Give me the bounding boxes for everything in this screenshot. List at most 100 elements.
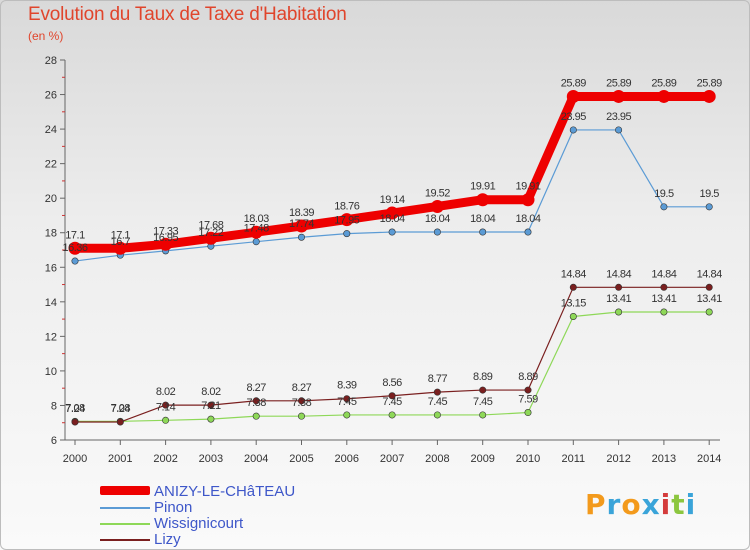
- x-tick-label: 2006: [335, 453, 359, 465]
- data-point: [657, 89, 671, 103]
- x-tick-label: 2011: [561, 453, 585, 465]
- logo-letter: r: [606, 488, 622, 521]
- data-label: 7.14: [156, 401, 176, 413]
- data-point: [705, 203, 713, 211]
- data-label: 8.27: [246, 382, 266, 394]
- data-point: [569, 283, 577, 291]
- data-label: 17.1: [111, 229, 131, 241]
- data-label: 18.03: [244, 213, 269, 225]
- data-point: [343, 411, 351, 419]
- data-label: 16.7: [111, 236, 131, 248]
- data-label: 19.14: [380, 194, 405, 206]
- data-point: [566, 89, 580, 103]
- y-tick-label: 6: [51, 435, 57, 447]
- x-tick-label: 2004: [244, 453, 268, 465]
- x-tick-label: 2013: [652, 453, 676, 465]
- data-label: 16.95: [153, 232, 178, 244]
- data-point: [71, 418, 79, 426]
- y-tick-label: 26: [45, 90, 57, 102]
- data-point: [162, 401, 170, 409]
- data-label: 7.59: [518, 394, 538, 406]
- legend-swatch-wissignicourt: [100, 523, 150, 525]
- data-label: 8.56: [382, 377, 402, 389]
- data-label: 19.52: [425, 187, 450, 199]
- data-label: 7.08: [65, 402, 85, 414]
- logo-letter: i: [660, 488, 672, 521]
- data-label: 17.95: [334, 215, 359, 227]
- data-point: [430, 199, 444, 213]
- data-point: [207, 401, 215, 409]
- data-point: [702, 89, 716, 103]
- data-point: [705, 283, 713, 291]
- y-tick-label: 12: [45, 331, 57, 343]
- data-point: [476, 193, 490, 207]
- proxiti-logo: Proxiti: [585, 488, 696, 521]
- data-label: 25.89: [561, 77, 586, 89]
- y-tick-label: 20: [45, 193, 57, 205]
- chart-subtitle: (en %): [28, 29, 64, 43]
- logo-letter: P: [585, 488, 607, 521]
- data-label: 8.77: [428, 373, 448, 385]
- data-label: 13.41: [697, 293, 722, 305]
- data-point: [524, 409, 532, 417]
- data-point: [388, 392, 396, 400]
- logo-letter: x: [641, 488, 661, 521]
- data-point: [297, 233, 305, 241]
- y-tick-label: 18: [45, 228, 57, 240]
- data-point: [615, 126, 623, 134]
- data-label: 14.84: [651, 268, 676, 280]
- y-tick-label: 14: [45, 297, 57, 309]
- data-label: 7.21: [201, 400, 221, 412]
- data-label: 17.22: [198, 227, 223, 239]
- data-point: [660, 203, 668, 211]
- data-label: 18.76: [334, 201, 359, 213]
- legend-label-anizy: ANIZY-LE-CHâTEAU: [154, 483, 296, 500]
- data-point: [297, 397, 305, 405]
- data-label: 23.95: [606, 111, 631, 123]
- logo-letter: t: [671, 488, 686, 521]
- data-label: 13.41: [606, 293, 631, 305]
- data-point: [615, 308, 623, 316]
- data-point: [252, 238, 260, 246]
- data-label: 14.84: [697, 268, 722, 280]
- data-point: [249, 225, 263, 239]
- data-point: [71, 257, 79, 265]
- legend-swatch-pinon: [100, 507, 150, 509]
- data-label: 23.95: [561, 111, 586, 123]
- data-point: [660, 308, 668, 316]
- y-tick-label: 24: [45, 124, 57, 136]
- data-label: 8.02: [201, 386, 221, 398]
- legend-swatch-anizy: [100, 486, 150, 495]
- x-tick-label: 2012: [606, 453, 630, 465]
- data-label: 8.02: [156, 386, 176, 398]
- data-label: 7.24: [65, 403, 85, 415]
- data-point: [521, 193, 535, 207]
- data-label: 14.84: [606, 268, 631, 280]
- logo-letter: o: [621, 488, 642, 521]
- data-label: 13.15: [561, 298, 586, 310]
- data-label: 8.39: [337, 380, 357, 392]
- data-point: [479, 386, 487, 394]
- data-label: 14.84: [561, 268, 586, 280]
- data-label: 7.45: [428, 396, 448, 408]
- x-tick-label: 2001: [108, 453, 132, 465]
- data-point: [295, 219, 308, 233]
- data-point: [612, 89, 626, 103]
- x-tick-label: 2009: [470, 453, 494, 465]
- data-point: [479, 411, 487, 419]
- x-tick-label: 2008: [425, 453, 449, 465]
- data-point: [385, 206, 399, 220]
- x-tick-label: 2007: [380, 453, 404, 465]
- x-tick-label: 2010: [516, 453, 540, 465]
- data-point: [159, 237, 173, 251]
- data-label: 7.45: [382, 396, 402, 408]
- y-tick-label: 22: [45, 159, 57, 171]
- data-point: [388, 228, 396, 236]
- data-point: [433, 228, 441, 236]
- data-label: 19.91: [515, 181, 540, 193]
- y-tick-label: 8: [51, 400, 57, 412]
- data-label: 19.5: [654, 188, 674, 200]
- data-label: 7.38: [246, 397, 266, 409]
- data-point: [162, 416, 170, 424]
